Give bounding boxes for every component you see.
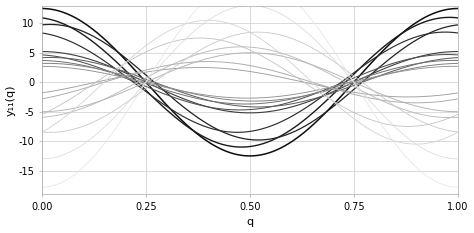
Y-axis label: y₁₁(q): y₁₁(q) <box>6 84 16 116</box>
X-axis label: q: q <box>246 217 254 227</box>
